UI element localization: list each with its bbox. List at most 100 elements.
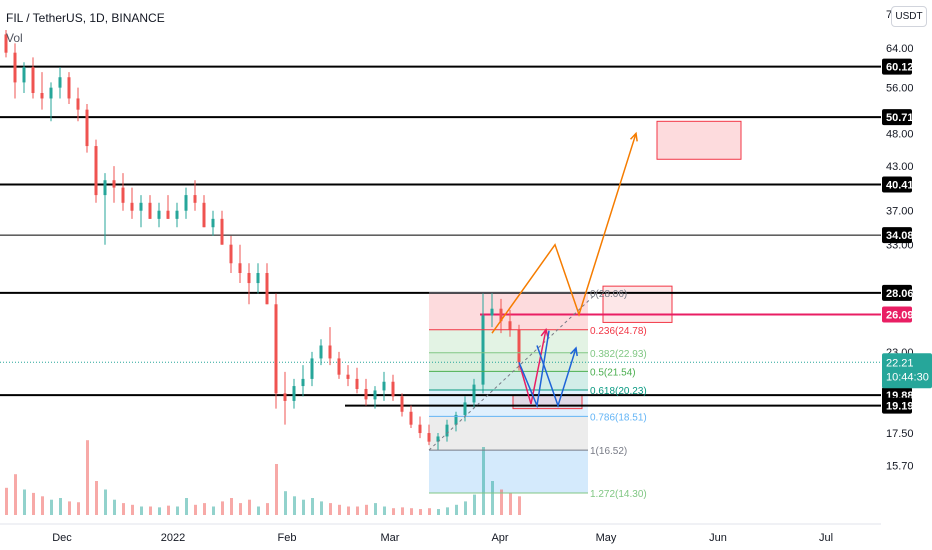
volume-bar-49 [446, 507, 449, 515]
candle-body-11 [103, 180, 107, 196]
volume-bar-41 [374, 503, 377, 515]
currency-button[interactable]: USDT [891, 6, 927, 27]
fib-zone-1 [429, 450, 588, 494]
level-badge-text-4: 28.06 [886, 288, 914, 300]
candle-body-57 [517, 329, 521, 363]
orange-projection [491, 133, 637, 334]
time-axis-bg [0, 524, 881, 550]
level-badge-0 [882, 58, 912, 75]
candle-body-19 [175, 210, 179, 219]
candle-body-38 [346, 374, 350, 379]
volume-bar-7 [68, 501, 71, 515]
volume-bar-51 [464, 501, 467, 515]
level-badge-3 [882, 227, 912, 244]
candle-body-39 [355, 378, 359, 389]
fib-zone-0.786 [429, 416, 588, 451]
volume-bar-11 [104, 489, 107, 515]
volume-bar-6 [59, 498, 62, 515]
volume-bar-34 [311, 498, 314, 515]
volume-bar-18 [167, 505, 170, 515]
candle-body-7 [67, 77, 71, 99]
candle-body-36 [328, 345, 332, 359]
current-price-text: 22.21 [886, 357, 914, 369]
level-badge-text-6: 19.19 [886, 401, 914, 413]
target-zone [656, 120, 742, 160]
candle-body-43 [391, 381, 395, 397]
blue-projection-arrowhead [569, 346, 578, 357]
volume-bar-27 [248, 499, 251, 515]
fib-label-0.5: 0.5(21.54) [590, 367, 636, 378]
candle-body-45 [409, 411, 413, 425]
candle-body-48 [436, 436, 440, 442]
candle-body-27 [247, 272, 251, 284]
x-tick-4: Apr [491, 532, 508, 544]
candle-body-28 [256, 272, 260, 284]
volume-bar-0 [5, 487, 8, 515]
y-tick-8: 17.50 [886, 428, 914, 440]
candle-body-4 [40, 93, 44, 99]
volume-bar-16 [149, 506, 152, 515]
level-badge-text-1: 50.71 [886, 112, 914, 124]
volume-bar-20 [185, 498, 188, 515]
fib-zone-0.382 [429, 352, 588, 372]
x-tick-3: Mar [381, 532, 400, 544]
fib-zone-0.236 [429, 329, 588, 353]
price-axis-bg [881, 0, 932, 550]
level-badge-text-3: 34.08 [886, 230, 914, 242]
volume-bar-56 [509, 492, 512, 515]
candle-body-31 [283, 393, 287, 401]
volume-bar-24 [221, 501, 224, 515]
fib-label-0.382: 0.382(22.93) [590, 349, 647, 360]
volume-bar-48 [437, 509, 440, 515]
fib-label-0.786: 0.786(18.51) [590, 412, 647, 423]
current-price-badge [882, 353, 932, 389]
volume-bar-8 [77, 502, 80, 515]
candle-body-3 [31, 67, 35, 94]
candle-body-21 [193, 195, 197, 203]
volume-bar-26 [239, 503, 242, 515]
volume-bar-17 [158, 507, 161, 515]
volume-bar-50 [455, 504, 458, 515]
candle-body-54 [490, 308, 494, 316]
fib-label-1.272: 1.272(14.30) [590, 489, 647, 500]
x-tick-2: Feb [278, 532, 297, 544]
volume-bar-36 [329, 503, 332, 515]
volume-bar-23 [212, 506, 215, 515]
candle-body-2 [22, 67, 26, 83]
candle-body-55 [499, 308, 503, 322]
candle-body-50 [454, 414, 458, 425]
candle-body-16 [148, 202, 152, 219]
volume-bar-28 [257, 506, 260, 515]
candle-body-47 [427, 433, 431, 442]
orange-projection-arrowhead [629, 131, 638, 142]
blue-projection-lead [518, 330, 550, 409]
volume-bar-38 [347, 506, 350, 515]
volume-bar-45 [410, 508, 413, 515]
candle-body-33 [301, 378, 305, 387]
candle-body-0 [4, 34, 8, 53]
candle-body-26 [238, 263, 242, 273]
volume-bar-12 [113, 499, 116, 515]
x-tick-0: Dec [52, 532, 72, 544]
resistance-badge [882, 306, 912, 323]
candle-body-24 [220, 218, 224, 245]
level-badge-4 [882, 284, 912, 301]
volume-bar-30 [275, 464, 278, 515]
volume-bar-2 [23, 489, 26, 515]
candle-body-37 [337, 358, 341, 375]
volume-bar-10 [95, 481, 98, 515]
candle-body-25 [229, 244, 233, 264]
candle-body-17 [157, 210, 161, 219]
level-badge-2 [882, 176, 912, 193]
x-tick-1: 2022 [161, 532, 185, 544]
fib-label-0: 0(28.06) [590, 289, 627, 300]
candle-body-52 [472, 384, 476, 403]
volume-bar-15 [140, 506, 143, 515]
y-tick-3: 43.00 [886, 161, 914, 173]
volume-bar-43 [392, 508, 395, 515]
x-tick-6: Jun [709, 532, 727, 544]
volume-bar-1 [14, 474, 17, 515]
countdown-text: 10:44:30 [886, 371, 929, 383]
